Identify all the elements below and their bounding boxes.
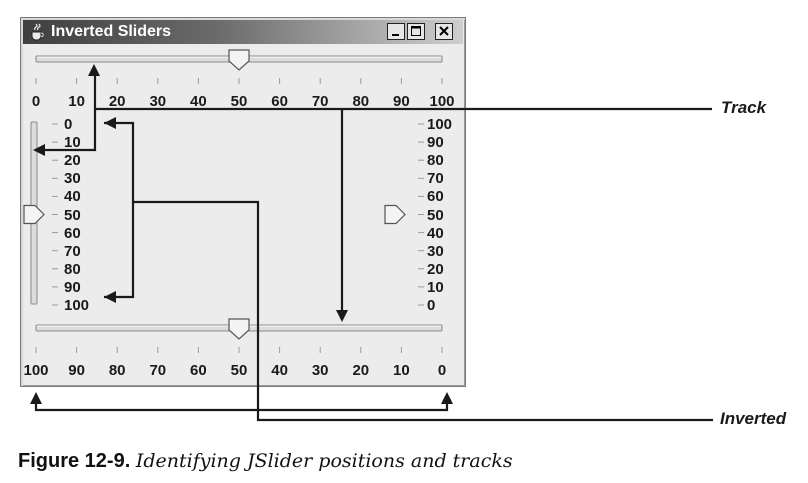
right-slider-tick-label: 80 <box>427 152 444 170</box>
top-slider-tick-label: 90 <box>393 93 410 110</box>
inverted-bottom-bracket <box>34 396 449 412</box>
inverted-arrowhead-right <box>441 392 453 404</box>
right-slider-tick-label: 10 <box>427 278 444 296</box>
top-slider-tick-label: 60 <box>271 93 288 110</box>
top-slider-tick-label: 10 <box>68 93 85 110</box>
java-cup-icon <box>31 23 44 41</box>
track-leader-line <box>36 107 712 152</box>
left-slider-tick-label: 40 <box>64 188 81 206</box>
top-slider-tick-label: 20 <box>108 93 126 110</box>
right-slider-tick-label: 90 <box>427 134 444 152</box>
caption-text: Identifying JSlider positions and tracks <box>135 450 513 472</box>
right-slider-tick-label: 40 <box>427 224 444 242</box>
track-arrowhead-left <box>33 144 45 156</box>
left-slider-tick-label: 70 <box>64 242 81 260</box>
top-slider-tick-label: 70 <box>311 93 329 110</box>
minimize-button[interactable] <box>387 23 405 40</box>
left-slider-tick-label: 80 <box>64 260 81 278</box>
bottom-slider-tick-label: 50 <box>230 362 248 379</box>
left-slider-tick-label: 0 <box>64 116 73 133</box>
close-icon <box>439 26 449 36</box>
top-slider-tick-label: 0 <box>31 93 41 110</box>
right-slider[interactable] <box>384 123 424 306</box>
top-slider-tick-label: 80 <box>352 93 370 110</box>
left-slider[interactable] <box>23 121 58 306</box>
inverted-annotation: Inverted <box>720 409 787 428</box>
figure-caption: Figure 12-9. Identifying JSlider positio… <box>18 450 513 473</box>
right-slider-tick-label: 0 <box>427 297 436 314</box>
left-slider-tick-label: 90 <box>64 278 81 296</box>
inverted-arrowhead-100 <box>104 291 116 303</box>
left-slider-thumb <box>23 204 45 225</box>
top-slider-tick-label: 100 <box>429 93 455 110</box>
close-button[interactable] <box>435 23 453 40</box>
left-slider-tick-label: 60 <box>64 224 81 242</box>
minimize-icon <box>392 34 399 36</box>
track-arrowhead-bottom <box>336 310 348 322</box>
title-bar[interactable]: Inverted Sliders <box>23 20 463 44</box>
right-slider-tick-label: 100 <box>427 116 453 133</box>
bottom-slider-tick-label: 10 <box>393 362 410 379</box>
maximize-icon <box>411 26 421 36</box>
bottom-slider-tick-label: 0 <box>437 362 447 379</box>
track-annotation: Track <box>721 98 767 117</box>
right-slider-tick-label: 70 <box>427 170 444 188</box>
top-slider-tick-label: 40 <box>190 93 207 110</box>
bottom-slider[interactable] <box>35 318 443 353</box>
top-slider-thumb <box>228 49 250 71</box>
inverted-bracket <box>104 121 135 299</box>
inverted-leader-line <box>133 200 713 422</box>
right-slider-thumb <box>384 204 406 225</box>
left-slider-tick-label: 10 <box>64 134 81 152</box>
left-slider-tick-label: 30 <box>64 170 81 188</box>
window-title: Inverted Sliders <box>51 23 172 40</box>
bottom-slider-tick-label: 20 <box>352 362 370 379</box>
right-slider-tick-label: 60 <box>427 188 444 206</box>
bottom-slider-tick-label: 100 <box>23 362 49 379</box>
right-slider-tick-label: 30 <box>427 242 444 260</box>
top-slider[interactable] <box>35 49 443 84</box>
track-arrowhead-top <box>88 64 100 76</box>
left-slider-tick-label: 100 <box>64 297 90 314</box>
inverted-arrowhead-0 <box>104 117 116 129</box>
top-slider-tick-label: 50 <box>230 93 248 110</box>
right-slider-tick-label: 50 <box>427 206 444 224</box>
bottom-slider-tick-label: 60 <box>190 362 207 379</box>
bottom-slider-tick-label: 40 <box>271 362 288 379</box>
caption-label: Figure 12-9. <box>18 450 131 472</box>
left-slider-tick-label: 20 <box>64 152 81 170</box>
bottom-slider-thumb <box>228 318 250 340</box>
top-slider-tick-label: 30 <box>149 93 167 110</box>
left-slider-tick-label: 50 <box>64 206 81 224</box>
annotation-arrows <box>30 64 713 422</box>
maximize-button[interactable] <box>407 23 425 40</box>
bottom-slider-tick-label: 70 <box>149 362 167 379</box>
bottom-slider-tick-label: 30 <box>311 362 329 379</box>
bottom-slider-tick-label: 90 <box>68 362 85 379</box>
right-slider-tick-label: 20 <box>427 260 444 278</box>
inverted-arrowhead-left <box>30 392 42 404</box>
bottom-slider-tick-label: 80 <box>108 362 126 379</box>
